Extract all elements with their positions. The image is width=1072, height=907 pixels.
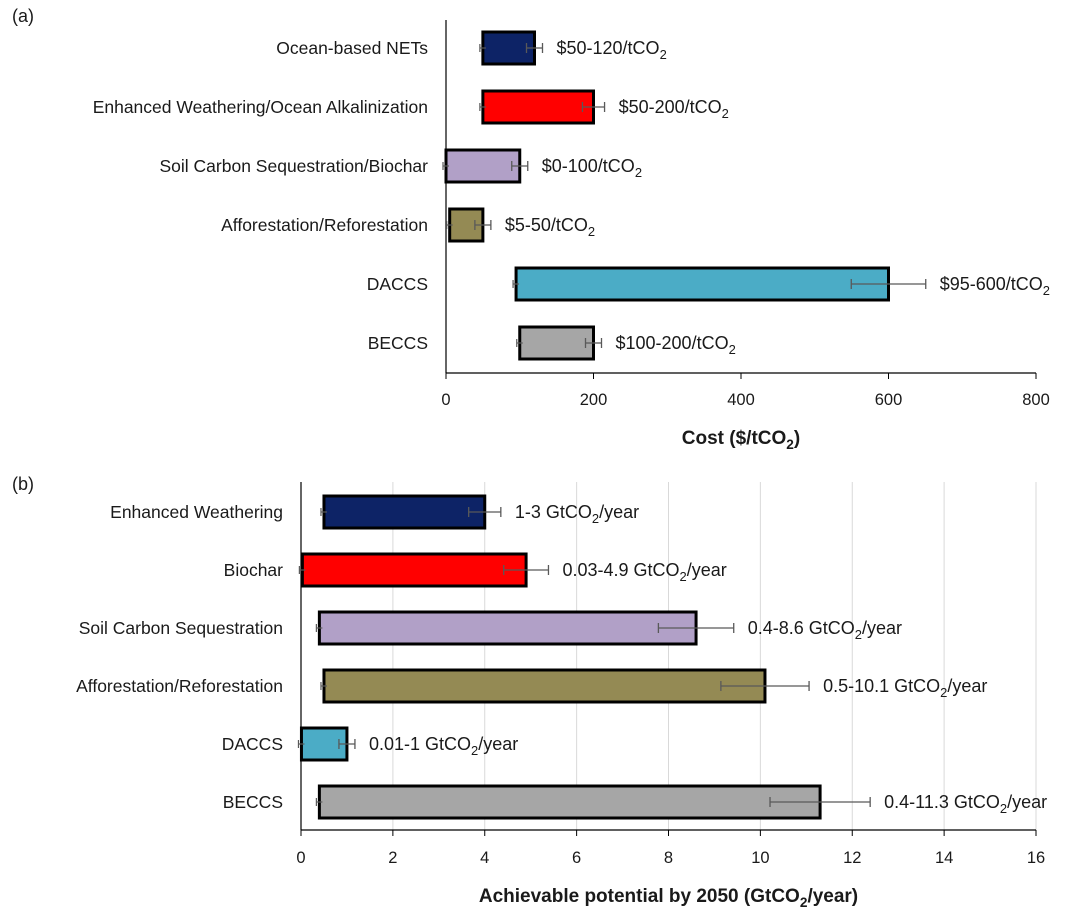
- category-label: Enhanced Weathering/Ocean Alkalinization: [93, 97, 428, 117]
- x-tick-label: 800: [1022, 391, 1050, 409]
- x-axis-title: Achievable potential by 2050 (GtCO2/year…: [479, 886, 858, 907]
- data-label: $0-100/tCO2: [542, 156, 642, 180]
- data-label: 0.01-1 GtCO2/year: [369, 734, 518, 758]
- category-label: DACCS: [367, 274, 428, 294]
- x-axis-title: Cost ($/tCO2): [682, 428, 800, 452]
- bar-row: Enhanced Weathering 1-3 GtCO2/year: [110, 494, 639, 530]
- x-tick-label: 4: [480, 849, 489, 867]
- data-label: $5-50/tCO2: [505, 215, 595, 239]
- x-tick-label: 200: [580, 391, 608, 409]
- category-label: Biochar: [224, 560, 284, 580]
- bar-row: Afforestation/Reforestation 0.5-10.1 GtCO…: [76, 668, 987, 704]
- x-tick-label: 16: [1027, 849, 1045, 867]
- range-bar: [322, 668, 767, 704]
- category-label: BECCS: [223, 792, 283, 812]
- panel-label: (a): [12, 6, 34, 26]
- range-bar: [317, 610, 698, 646]
- x-tick-label: 600: [875, 391, 903, 409]
- x-tick-label: 0: [296, 849, 305, 867]
- bar-row: DACCS 0.01-1 GtCO2/year: [222, 726, 518, 762]
- x-tick-label: 0: [441, 391, 450, 409]
- bar-row: Soil Carbon Sequestration 0.4-8.6 GtCO2/y…: [79, 610, 902, 646]
- chart-panel-2: (b) 0 2 4 6 8 10 12 14 16 Achievable potential by …: [12, 474, 1047, 907]
- data-label: 0.03-4.9 GtCO2/year: [562, 560, 726, 584]
- x-tick-label: 8: [664, 849, 673, 867]
- data-label: $100-200/tCO2: [616, 333, 736, 357]
- bar-row: Afforestation/Reforestation $5-50/tCO2: [221, 207, 595, 243]
- bar-row: DACCS $95-600/tCO2: [367, 266, 1050, 302]
- data-label: $50-200/tCO2: [619, 97, 729, 121]
- bar-row: Soil Carbon Sequestration/Biochar $0-100/…: [160, 148, 642, 184]
- data-label: $50-120/tCO2: [557, 38, 667, 62]
- category-label: Afforestation/Reforestation: [76, 676, 283, 696]
- data-label: 0.4-8.6 GtCO2/year: [748, 618, 902, 642]
- x-tick-label: 14: [935, 849, 953, 867]
- range-bar: [518, 325, 595, 361]
- x-tick-label: 400: [727, 391, 755, 409]
- range-bar: [322, 494, 487, 530]
- category-label: Afforestation/Reforestation: [221, 215, 428, 235]
- range-bar: [317, 784, 822, 820]
- x-tick-label: 6: [572, 849, 581, 867]
- data-label: $95-600/tCO2: [940, 274, 1050, 298]
- x-tick-label: 10: [751, 849, 769, 867]
- category-label: Soil Carbon Sequestration/Biochar: [160, 156, 429, 176]
- category-label: Ocean-based NETs: [276, 38, 428, 58]
- bar-row: Ocean-based NETs $50-120/tCO2: [276, 30, 667, 66]
- data-label: 0.5-10.1 GtCO2/year: [823, 676, 987, 700]
- category-label: DACCS: [222, 734, 283, 754]
- data-label: 0.4-11.3 GtCO2/year: [884, 792, 1047, 816]
- category-label: Soil Carbon Sequestration: [79, 618, 283, 638]
- range-bar: [481, 89, 595, 125]
- range-bar: [514, 266, 890, 302]
- bar-row: BECCS 0.4-11.3 GtCO2/year: [223, 784, 1047, 820]
- bar-row: Enhanced Weathering/Ocean Alkalinization…: [93, 89, 729, 125]
- bar-row: Biochar 0.03-4.9 GtCO2/year: [224, 552, 727, 588]
- category-label: BECCS: [368, 333, 428, 353]
- category-label: Enhanced Weathering: [110, 502, 283, 522]
- x-tick-label: 12: [843, 849, 861, 867]
- panel-label: (b): [12, 474, 34, 494]
- data-label: 1-3 GtCO2/year: [515, 502, 639, 526]
- bar-row: BECCS $100-200/tCO2: [368, 325, 736, 361]
- range-bar: [444, 148, 522, 184]
- x-tick-label: 2: [388, 849, 397, 867]
- range-bar: [300, 552, 528, 588]
- chart-panel-1: (a) 0 200 400 600 800 Cost ($/tCO2) Ocean-based…: [12, 6, 1050, 452]
